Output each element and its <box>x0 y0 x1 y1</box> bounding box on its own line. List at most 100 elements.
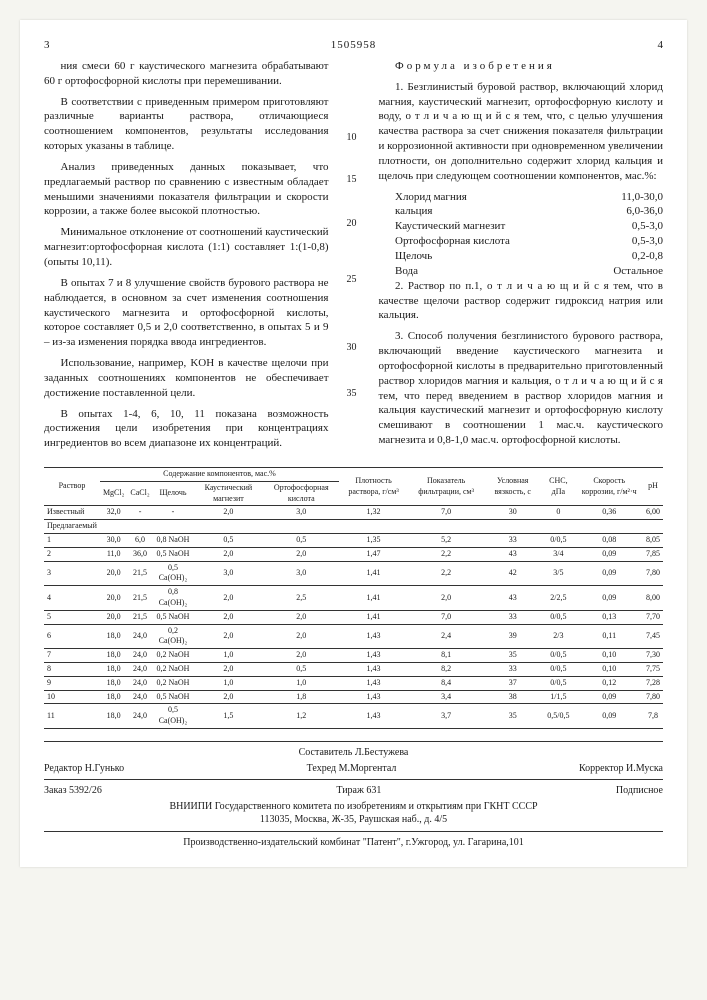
table-cell: Известный <box>44 506 100 520</box>
claim-3: 3. Способ получения безглинистого бурово… <box>379 329 664 448</box>
table-cell: Предлагаемый <box>44 520 100 534</box>
table-cell <box>153 520 194 534</box>
table-row: 1118,024,00,5 Ca(OH)₂1,51,21,433,7350,5/… <box>44 704 663 729</box>
para: В опытах 7 и 8 улучшение свойств буровог… <box>44 276 329 350</box>
table-cell: 9 <box>44 676 100 690</box>
component-row: Вода Остальное <box>395 264 663 279</box>
table-cell: 18,0 <box>100 704 127 729</box>
table-cell: 0,5 <box>264 663 339 677</box>
table-cell: 0 <box>541 506 575 520</box>
table-cell: 35 <box>484 704 541 729</box>
col-subheader: Ортофосфорная кислота <box>264 481 339 506</box>
table-cell: 2,0 <box>264 624 339 649</box>
table-cell: 3,0 <box>193 561 263 586</box>
table-cell: 8,05 <box>643 534 663 548</box>
data-table: Раствор Содержание компонентов, мас.% Пл… <box>44 467 663 729</box>
table-cell: 0,2 Ca(OH)₂ <box>153 624 194 649</box>
table-cell: 20,0 <box>100 610 127 624</box>
table-cell: 0,8 NaOH <box>153 534 194 548</box>
table-cell: 20,0 <box>100 561 127 586</box>
table-cell: - <box>127 506 152 520</box>
para: Минимальное отклонение от соотношений ка… <box>44 225 329 270</box>
table-cell: 0/0,5 <box>541 610 575 624</box>
col-header: Показатель фильтрации, см³ <box>408 468 484 506</box>
table-cell: 0,2 NaOH <box>153 663 194 677</box>
table-cell: 6,0 <box>127 534 152 548</box>
component-value: 11,0-30,0 <box>621 190 663 205</box>
col-header: Плотность раствора, г/см³ <box>339 468 408 506</box>
table-cell: 7,28 <box>643 676 663 690</box>
table-cell: 42 <box>484 561 541 586</box>
divider <box>44 831 663 832</box>
table-row: 320,021,50,5 Ca(OH)₂3,03,01,412,2423/50,… <box>44 561 663 586</box>
table-cell: 3 <box>44 561 100 586</box>
table-cell <box>541 520 575 534</box>
table-cell: 1,43 <box>339 704 408 729</box>
table-row: 818,024,00,2 NaOH2,00,51,438,2330/0,50,1… <box>44 663 663 677</box>
table-cell: 0/0,5 <box>541 534 575 548</box>
compiler-line: Составитель Л.Бестужева <box>44 746 663 760</box>
table-cell: 32,0 <box>100 506 127 520</box>
table-cell: 4 <box>44 586 100 611</box>
para: ния смеси 60 г каустического магнезита о… <box>44 59 329 89</box>
table-cell <box>408 520 484 534</box>
table-cell: 10 <box>44 690 100 704</box>
table-cell: 2/3 <box>541 624 575 649</box>
component-row: Ортофосфорная кислота0,5-3,0 <box>395 234 663 249</box>
table-cell: 43 <box>484 586 541 611</box>
table-row: 618,024,00,2 Ca(OH)₂2,02,01,432,4392/30,… <box>44 624 663 649</box>
table-cell: 0,5 Ca(OH)₂ <box>153 704 194 729</box>
editorial-line: Редактор Н.Гунько Техред М.Моргентал Кор… <box>44 762 663 776</box>
document-number: 1505958 <box>50 38 658 53</box>
table-cell: 2,0 <box>264 610 339 624</box>
divider <box>44 779 663 780</box>
table-cell: 43 <box>484 547 541 561</box>
table-row: 211,036,00,5 NaOH2,02,01,472,2433/40,097… <box>44 547 663 561</box>
table-cell: 2,0 <box>193 506 263 520</box>
component-name: Вода <box>395 264 418 279</box>
table-cell: 0,5 <box>193 534 263 548</box>
para: В опытах 1-4, 6, 10, 11 показана возможн… <box>44 407 329 452</box>
table-row: 918,024,00,2 NaOH1,01,01,438,4370/0,50,1… <box>44 676 663 690</box>
table-cell: 5 <box>44 610 100 624</box>
table-row: Известный32,0--2,03,01,327,03000,366,00 <box>44 506 663 520</box>
component-value: Остальное <box>613 264 663 279</box>
table-cell: 0,5/0,5 <box>541 704 575 729</box>
address-line: 113035, Москва, Ж-35, Раушская наб., д. … <box>44 813 663 827</box>
component-name: кальция <box>395 204 433 219</box>
table-body: Известный32,0--2,03,01,327,03000,366,00П… <box>44 506 663 729</box>
page: 3 1505958 4 ния смеси 60 г каустического… <box>20 20 687 867</box>
table-row: 718,024,00,2 NaOH1,02,01,438,1350/0,50,1… <box>44 649 663 663</box>
table-cell: 1,32 <box>339 506 408 520</box>
table-cell: 18,0 <box>100 676 127 690</box>
table-cell: 8,00 <box>643 586 663 611</box>
table-row: 520,021,50,5 NaOH2,02,01,417,0330/0,50,1… <box>44 610 663 624</box>
table-header-row: Раствор Содержание компонентов, мас.% Пл… <box>44 468 663 482</box>
table-cell: 1,8 <box>264 690 339 704</box>
table-cell: 3,0 <box>264 506 339 520</box>
component-value: 6,0-36,0 <box>626 204 663 219</box>
order-no: Заказ 5392/26 <box>44 784 102 798</box>
table-cell: 7,0 <box>408 610 484 624</box>
table-cell: 37 <box>484 676 541 690</box>
component-row: кальция 6,0-36,0 <box>395 204 663 219</box>
subscription: Подписное <box>616 784 663 798</box>
table-cell: 2,0 <box>193 663 263 677</box>
table-cell: 2 <box>44 547 100 561</box>
table-cell: 7,70 <box>643 610 663 624</box>
para: Анализ приведенных данных показывает, чт… <box>44 160 329 219</box>
corrector: Корректор И.Муска <box>579 762 663 776</box>
table-cell: 1,0 <box>264 676 339 690</box>
table-cell: 30 <box>484 506 541 520</box>
table-cell: 0/0,5 <box>541 663 575 677</box>
table-cell: 0,09 <box>575 704 642 729</box>
table-cell <box>484 520 541 534</box>
table-cell: 7,0 <box>408 506 484 520</box>
table-cell <box>339 520 408 534</box>
table-cell: 2,4 <box>408 624 484 649</box>
col-header: Раствор <box>44 468 100 506</box>
right-column: Формула изобретения 1. Безглинистый буро… <box>379 59 664 457</box>
claims-title: Формула изобретения <box>379 59 664 74</box>
table-cell: 18,0 <box>100 663 127 677</box>
table-cell: 3,4 <box>408 690 484 704</box>
